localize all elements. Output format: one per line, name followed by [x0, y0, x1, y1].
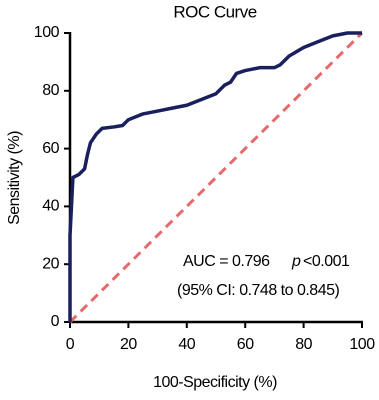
x-tick-label: 20	[120, 336, 137, 353]
x-tick-label: 0	[66, 336, 75, 353]
chart-title: ROC Curve	[173, 2, 256, 21]
annotation: <0.001	[303, 253, 350, 270]
y-tick-label: 0	[51, 313, 60, 330]
y-tick-label: 40	[42, 198, 59, 215]
y-axis-label: Sensitivity (%)	[6, 131, 23, 225]
annotation: (95% CI: 0.748 to 0.845)	[177, 282, 340, 299]
annotation: AUC = 0.796	[183, 253, 270, 270]
x-axis-label: 100-Specificity (%)	[153, 374, 277, 391]
roc-curve	[68, 31, 362, 322]
x-tick-label: 80	[295, 336, 312, 353]
y-tick-label: 80	[42, 82, 59, 99]
y-tick-label: 60	[42, 140, 59, 157]
reference-line	[68, 31, 364, 324]
x-tick-label: 100	[349, 336, 375, 353]
x-tick-label: 40	[178, 336, 195, 353]
y-tick-label: 20	[42, 255, 59, 272]
annotation: p	[291, 253, 301, 270]
y-tick-label: 100	[34, 24, 60, 41]
x-tick-label: 60	[237, 336, 254, 353]
